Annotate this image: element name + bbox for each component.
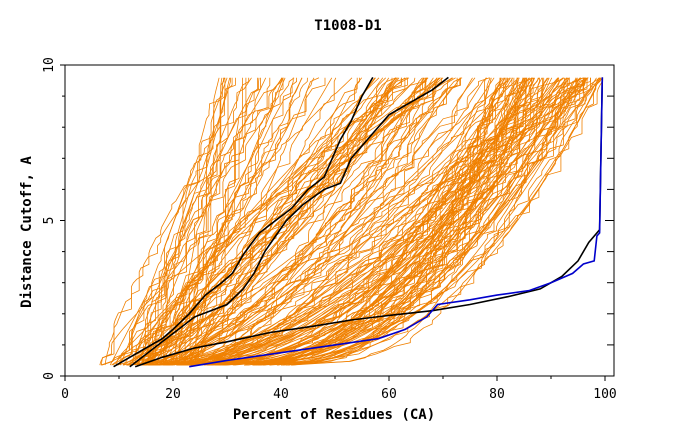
- x-tick-label: 80: [489, 387, 505, 402]
- model-curve: [104, 77, 252, 366]
- x-axis: 0 20 40 60 80 100: [61, 376, 617, 402]
- x-tick-label: 0: [61, 387, 69, 402]
- model-curve: [126, 77, 428, 366]
- model-curve: [173, 77, 416, 366]
- model-curve: [111, 77, 231, 366]
- model-curve: [200, 77, 504, 366]
- model-curve: [128, 77, 406, 366]
- model-curve: [189, 77, 390, 366]
- model-curve: [129, 77, 220, 366]
- model-curve: [140, 77, 398, 366]
- model-curve: [154, 77, 527, 366]
- model-curve: [286, 77, 535, 366]
- model-curve: [184, 77, 397, 366]
- model-curve: [287, 77, 518, 366]
- highlight-series-2: [129, 76, 449, 368]
- model-curve: [112, 77, 283, 366]
- model-curve: [162, 77, 261, 366]
- model-curve: [147, 77, 258, 366]
- model-curve: [155, 77, 568, 366]
- model-curve: [285, 77, 526, 366]
- model-curve: [189, 77, 458, 366]
- model-curve: [184, 77, 454, 366]
- model-curve: [177, 77, 438, 366]
- model-curve: [209, 77, 601, 366]
- model-curve: [171, 77, 223, 366]
- model-curve: [253, 77, 601, 366]
- model-curve: [141, 77, 380, 366]
- model-curve: [163, 77, 396, 366]
- model-curve: [157, 77, 461, 366]
- model-curve: [140, 77, 410, 366]
- y-tick-label: 10: [42, 57, 57, 73]
- model-curve: [161, 77, 233, 366]
- model-curve: [262, 77, 602, 366]
- model-curve: [182, 77, 570, 366]
- model-curve: [156, 77, 456, 366]
- model-curve: [288, 77, 584, 366]
- chart-title: T1008-D1: [314, 18, 381, 34]
- model-curve: [217, 77, 550, 366]
- model-curve: [217, 77, 540, 366]
- model-curve: [143, 77, 427, 366]
- model-curve: [197, 77, 402, 366]
- model-curve: [148, 77, 502, 366]
- y-axis-label: Distance Cutoff, A: [19, 156, 35, 308]
- model-curve: [216, 77, 529, 366]
- model-curve: [130, 77, 587, 366]
- model-curve: [162, 77, 284, 366]
- model-curve: [178, 77, 518, 366]
- highlight-series-4: [189, 77, 604, 368]
- model-curve: [193, 77, 495, 366]
- model-curve: [166, 77, 515, 366]
- model-curve: [147, 77, 297, 366]
- model-curve: [214, 77, 568, 366]
- model-curve: [122, 77, 224, 366]
- model-curve: [147, 77, 603, 366]
- model-curve: [194, 77, 585, 366]
- model-curve: [147, 77, 271, 366]
- y-axis: 0 5 10: [42, 57, 614, 380]
- highlight-series-1: [113, 76, 374, 368]
- x-tick-label: 20: [165, 387, 181, 402]
- y-tick-label: 5: [42, 217, 57, 225]
- highlight-curves: [113, 76, 604, 368]
- x-axis-label: Percent of Residues (CA): [233, 407, 435, 423]
- model-curve: [190, 77, 243, 366]
- y-tick-label: 0: [42, 372, 57, 380]
- model-curve: [146, 77, 267, 366]
- model-curve: [139, 77, 461, 366]
- x-tick-label: 40: [273, 387, 289, 402]
- background-curves: [99, 77, 603, 366]
- model-curve: [171, 77, 577, 366]
- model-curve: [165, 77, 476, 366]
- model-curve: [253, 77, 491, 366]
- x-tick-label: 60: [381, 387, 397, 402]
- model-curve: [145, 77, 510, 366]
- model-curve: [223, 77, 548, 366]
- model-curve: [126, 77, 513, 366]
- model-curve: [154, 77, 441, 366]
- model-curve: [101, 77, 333, 366]
- model-curve: [130, 77, 250, 366]
- model-curve: [282, 77, 600, 366]
- x-tick-label: 100: [593, 387, 616, 402]
- model-curve: [186, 77, 577, 366]
- model-curve: [280, 77, 565, 366]
- model-curve: [171, 77, 600, 366]
